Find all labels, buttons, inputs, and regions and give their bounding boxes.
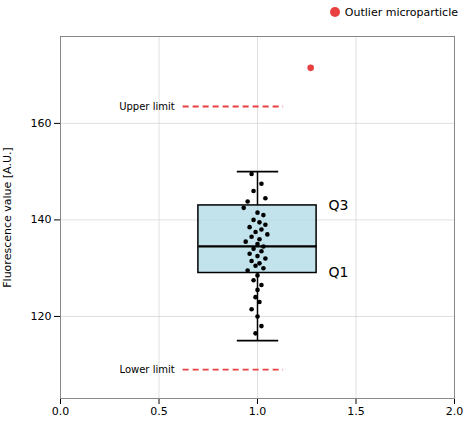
svg-text:Q3: Q3 (329, 197, 349, 213)
svg-text:1.0: 1.0 (249, 405, 267, 418)
svg-text:Q1: Q1 (329, 264, 349, 280)
svg-text:0.5: 0.5 (150, 405, 168, 418)
svg-text:Upper limit: Upper limit (119, 101, 175, 112)
svg-text:Fluorescence value [A.U.]: Fluorescence value [A.U.] (1, 147, 14, 287)
html-text:Outlier microparticle: Outlier microparticle (344, 5, 458, 19)
svg-text:120: 120 (31, 310, 52, 323)
svg-text:140: 140 (31, 213, 52, 226)
svg-text:1.5: 1.5 (347, 405, 365, 418)
svg-text:0.0: 0.0 (52, 405, 70, 418)
svg-text:2.0: 2.0 (446, 405, 464, 418)
svg-text:160: 160 (31, 117, 52, 130)
svg-text:Lower limit: Lower limit (119, 364, 174, 375)
